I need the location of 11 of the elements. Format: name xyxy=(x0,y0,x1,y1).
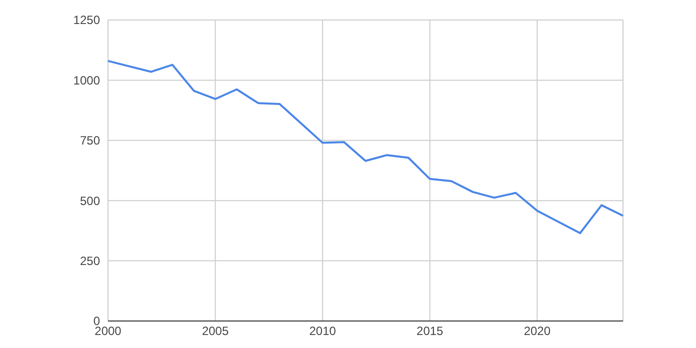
x-tick-label: 2005 xyxy=(202,324,229,338)
x-tick-label: 2020 xyxy=(524,324,551,338)
y-tick-label: 750 xyxy=(80,134,100,148)
y-tick-label: 250 xyxy=(80,254,100,268)
x-tick-label: 2010 xyxy=(309,324,336,338)
y-tick-label: 500 xyxy=(80,194,100,208)
y-tick-label: 1000 xyxy=(73,73,100,88)
x-tick-label: 2000 xyxy=(94,324,122,338)
y-tick-label: 1250 xyxy=(73,13,100,28)
line-series xyxy=(107,60,624,234)
x-tick-label: 2015 xyxy=(416,324,444,338)
